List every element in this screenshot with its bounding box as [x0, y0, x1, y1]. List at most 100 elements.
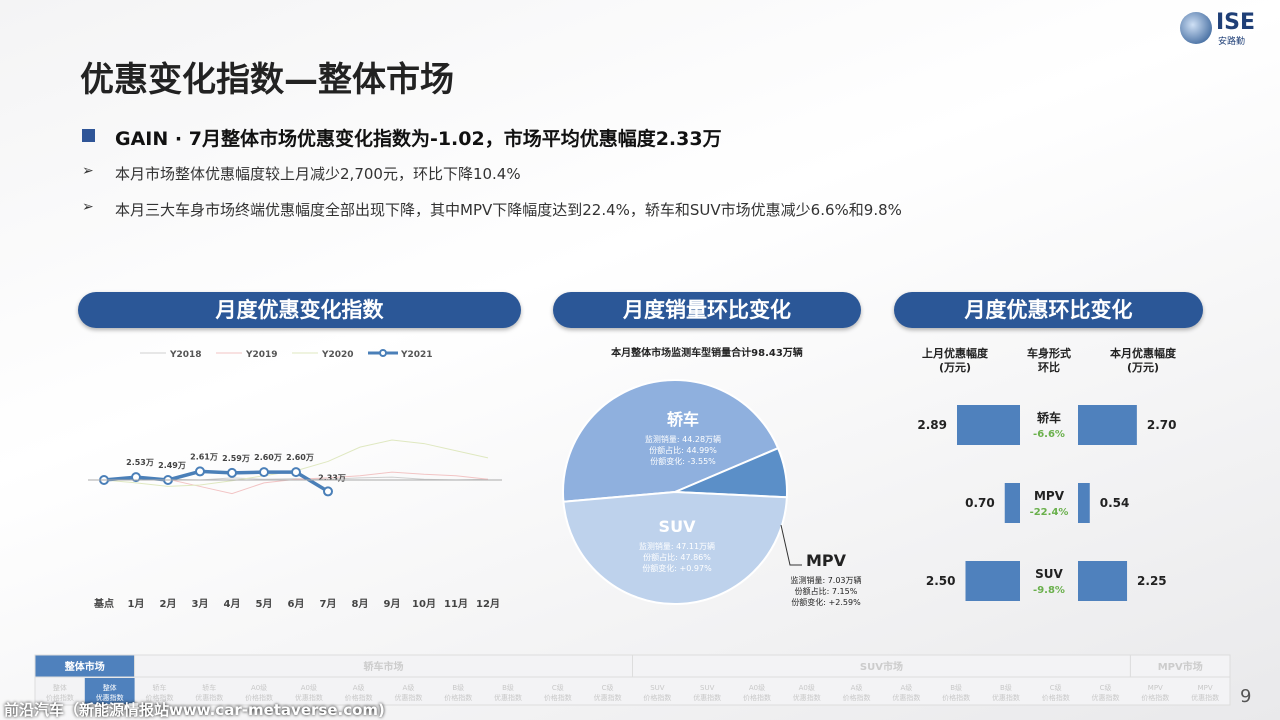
point [227, 467, 237, 478]
nav-item: 价格指数 [544, 693, 572, 702]
nav-item: A0级 [251, 683, 267, 692]
nav-item: A级 [851, 683, 863, 692]
nav-item: 价格指数 [843, 693, 871, 702]
current-label: 2.70 [1147, 418, 1177, 432]
nav-item: A0级 [749, 683, 765, 692]
data-label: 2.49万 [158, 461, 186, 470]
slice-detail: 份额变化: -3.55% [650, 456, 716, 466]
x-tick-label: 4月 [224, 598, 241, 610]
nav-item: A0级 [799, 683, 815, 692]
x-tick-label: 1月 [128, 598, 145, 610]
nav-item: MPV [1148, 684, 1163, 692]
nav-item: MPV [1198, 684, 1213, 692]
bullet [82, 129, 95, 142]
bar-current [1078, 405, 1137, 445]
subtitle: 本月整体市场监测车型销量合计98.43万辆 [611, 346, 803, 359]
point [323, 486, 333, 497]
nav-item-active [84, 678, 135, 704]
x-tick-label: 基点 [93, 597, 114, 610]
slice-detail: 份额变化: +2.59% [791, 597, 861, 607]
headline: GAIN · 7月整体市场优惠变化指数为-1.02，市场平均优惠幅度2.33万 [115, 128, 722, 150]
change-label: -9.8% [1033, 585, 1065, 596]
nav-item: 整体 [103, 683, 117, 692]
nav-group-label: MPV市场 [1158, 660, 1203, 673]
nav-item: 优惠指数 [1191, 693, 1219, 702]
bar-previous [965, 561, 1020, 601]
nav-item: C级 [552, 683, 564, 692]
nav-item: A级 [403, 683, 415, 692]
slice-label: MPV [806, 551, 847, 570]
x-tick-label: 6月 [288, 598, 305, 610]
column-label: (万元) [1127, 361, 1159, 374]
slice-label: SUV [659, 517, 697, 536]
arrow: ➢ [82, 199, 94, 215]
slice-detail: 份额占比: 7.15% [795, 586, 858, 596]
column-label: 环比 [1038, 360, 1060, 374]
previous-label: 2.89 [917, 418, 947, 432]
nav-item: B级 [502, 683, 514, 692]
slice-detail: 监测销量: 47.11万辆 [639, 541, 715, 551]
nav-item: 价格指数 [1141, 693, 1169, 702]
panel-title: 月度销量环比变化 [553, 292, 861, 328]
arrow: ➢ [82, 163, 94, 179]
column-label: 车身形式 [1027, 346, 1071, 360]
nav-item: 优惠指数 [992, 693, 1020, 702]
nav-group-label: 整体市场 [64, 660, 105, 673]
current-label: 2.25 [1137, 574, 1167, 588]
nav-item: 价格指数 [46, 693, 74, 702]
nav-item: C级 [602, 683, 614, 692]
nav-item: 优惠指数 [96, 693, 124, 702]
nav-item: 优惠指数 [195, 693, 223, 702]
column-label: (万元) [939, 361, 971, 374]
nav-item: 优惠指数 [295, 693, 323, 702]
legend-label: Y2020 [321, 350, 354, 360]
data-label: 2.60万 [286, 453, 314, 462]
x-tick-label: 5月 [256, 598, 273, 610]
slice-detail: 监测销量: 44.28万辆 [645, 434, 721, 444]
nav-item: 价格指数 [1042, 693, 1070, 702]
watermark: 前沿汽车（新能源情报站www.car-metaverse.com) [4, 701, 385, 719]
nav-item: 价格指数 [743, 693, 771, 702]
panel-title: 月度优惠环比变化 [894, 292, 1203, 328]
logo-icon [1180, 12, 1212, 44]
nav-item: C级 [1050, 683, 1062, 692]
nav-group [1129, 654, 1231, 678]
nav-item: 优惠指数 [594, 693, 622, 702]
nav-item: B级 [1000, 683, 1012, 692]
category: SUV [1035, 567, 1063, 581]
nav-item: 价格指数 [245, 693, 273, 702]
nav-item: 优惠指数 [1092, 693, 1120, 702]
nav-group-label: 轿车市场 [364, 660, 404, 673]
pie-slice [562, 379, 780, 503]
current-label: 0.54 [1100, 496, 1130, 510]
nav-item: 价格指数 [643, 693, 671, 702]
point [195, 466, 205, 477]
category: MPV [1034, 489, 1065, 503]
panel-title: 月度优惠变化指数 [78, 292, 521, 328]
nav-item: 优惠指数 [793, 693, 821, 702]
data-label: 2.60万 [254, 453, 282, 462]
previous-label: 2.50 [926, 574, 956, 588]
data-label: 2.53万 [126, 458, 154, 467]
nav-group-label: SUV市场 [860, 660, 903, 673]
nav-item: 优惠指数 [394, 693, 422, 702]
series-line [103, 469, 329, 493]
nav-item: 轿车 [152, 683, 166, 692]
nav-item: A级 [900, 683, 912, 692]
legend-label: Y2019 [245, 350, 278, 360]
x-tick-label: 7月 [320, 598, 337, 610]
legend-label: Y2018 [169, 350, 202, 360]
point [259, 467, 269, 478]
leader [780, 524, 802, 566]
x-tick-label: 11月 [444, 598, 468, 610]
nav-item: 价格指数 [942, 693, 970, 702]
nav-item: B级 [452, 683, 464, 692]
nav-item: 优惠指数 [494, 693, 522, 702]
slice-detail: 份额占比: 44.99% [649, 445, 717, 455]
bar-previous [956, 405, 1020, 445]
change-label: -6.6% [1033, 429, 1065, 440]
legend-label: Y2021 [400, 350, 433, 360]
slice-detail: 份额变化: +0.97% [642, 563, 712, 573]
data-label: 2.59万 [222, 454, 250, 463]
